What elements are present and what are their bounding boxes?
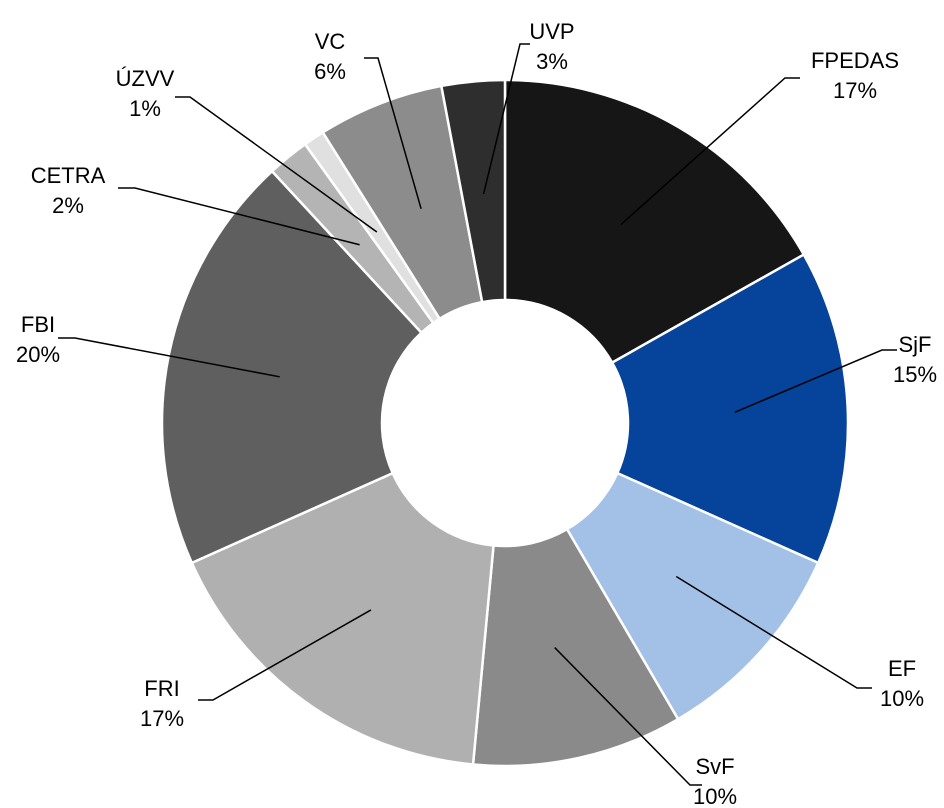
- category-label: FBI: [21, 312, 55, 337]
- value-label: 1%: [129, 96, 161, 121]
- value-label: 17%: [140, 706, 184, 731]
- value-label: 2%: [52, 193, 84, 218]
- leader-line: [734, 349, 897, 413]
- value-label: 10%: [693, 784, 737, 808]
- leader-line: [198, 609, 372, 701]
- leader-line: [675, 575, 872, 689]
- leader-line: [482, 43, 530, 195]
- donut-slice: [471, 527, 680, 768]
- category-label: UVP: [529, 19, 574, 44]
- donut-slice: [503, 78, 806, 365]
- category-label: EF: [888, 656, 916, 681]
- category-label: CETRA: [31, 163, 106, 188]
- category-label: FPEDAS: [811, 48, 899, 73]
- donut-slice: [610, 252, 850, 565]
- category-label: ÚZVV: [116, 66, 175, 91]
- value-label: 10%: [880, 686, 924, 711]
- donut-slice: [160, 169, 424, 565]
- leader-line: [620, 77, 800, 225]
- value-label: 20%: [16, 342, 60, 367]
- category-label: VC: [315, 29, 346, 54]
- leader-line: [175, 96, 378, 233]
- value-label: 17%: [833, 78, 877, 103]
- category-label: SjF: [899, 332, 932, 357]
- leader-line: [58, 337, 280, 378]
- donut-slice: [190, 471, 495, 766]
- leader-line: [554, 647, 702, 786]
- value-label: 3%: [536, 49, 568, 74]
- category-label: SvF: [695, 754, 734, 779]
- leader-line: [118, 187, 360, 246]
- value-label: 15%: [893, 362, 937, 387]
- donut-slice: [439, 78, 507, 304]
- donut-slice: [565, 471, 820, 721]
- value-label: 6%: [314, 59, 346, 84]
- category-label: FRI: [144, 676, 179, 701]
- leader-line: [364, 57, 422, 210]
